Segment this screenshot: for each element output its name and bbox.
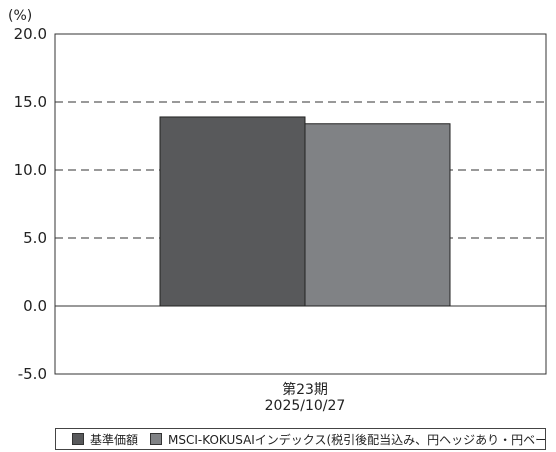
y-tick-label: 20.0 (14, 25, 47, 43)
legend: 基準価額 MSCI-KOKUSAIインデックス(税引後配当込み、円ヘッジあり・円… (55, 428, 546, 450)
x-category-period: 第23期 (282, 381, 328, 398)
legend-item-fund: 基準価額 (72, 431, 138, 448)
bar-fund (159, 116, 306, 307)
legend-swatch-benchmark (150, 433, 163, 445)
y-axis-unit: (%) (8, 8, 32, 24)
y-tick-labels: 20.0 15.0 10.0 5.0 0.0 -5.0 (14, 25, 47, 383)
bar-chart: (%) 20.0 15.0 10.0 5.0 0.0 -5.0 第23期2025/10/2… (8, 8, 547, 414)
legend-label-fund: 基準価額 (90, 432, 139, 447)
y-tick-label: 0.0 (23, 297, 47, 315)
x-category-date: 2025/10/27 (265, 398, 346, 414)
y-tick-label: 5.0 (23, 229, 47, 247)
legend-label-benchmark: MSCI-KOKUSAIインデックス(税引後配当込み、円ヘッジあり・円ベース) (168, 432, 546, 447)
bar-benchmark (304, 123, 451, 307)
y-tick-label: 10.0 (14, 161, 47, 179)
legend-item-benchmark: MSCI-KOKUSAIインデックス(税引後配当込み、円ヘッジあり・円ベース) (150, 431, 546, 448)
y-tick-label: -5.0 (18, 365, 47, 383)
y-tick-label: 15.0 (14, 93, 47, 111)
plot-frame (54, 33, 547, 375)
legend-swatch-fund (72, 433, 84, 445)
bars (159, 116, 451, 307)
